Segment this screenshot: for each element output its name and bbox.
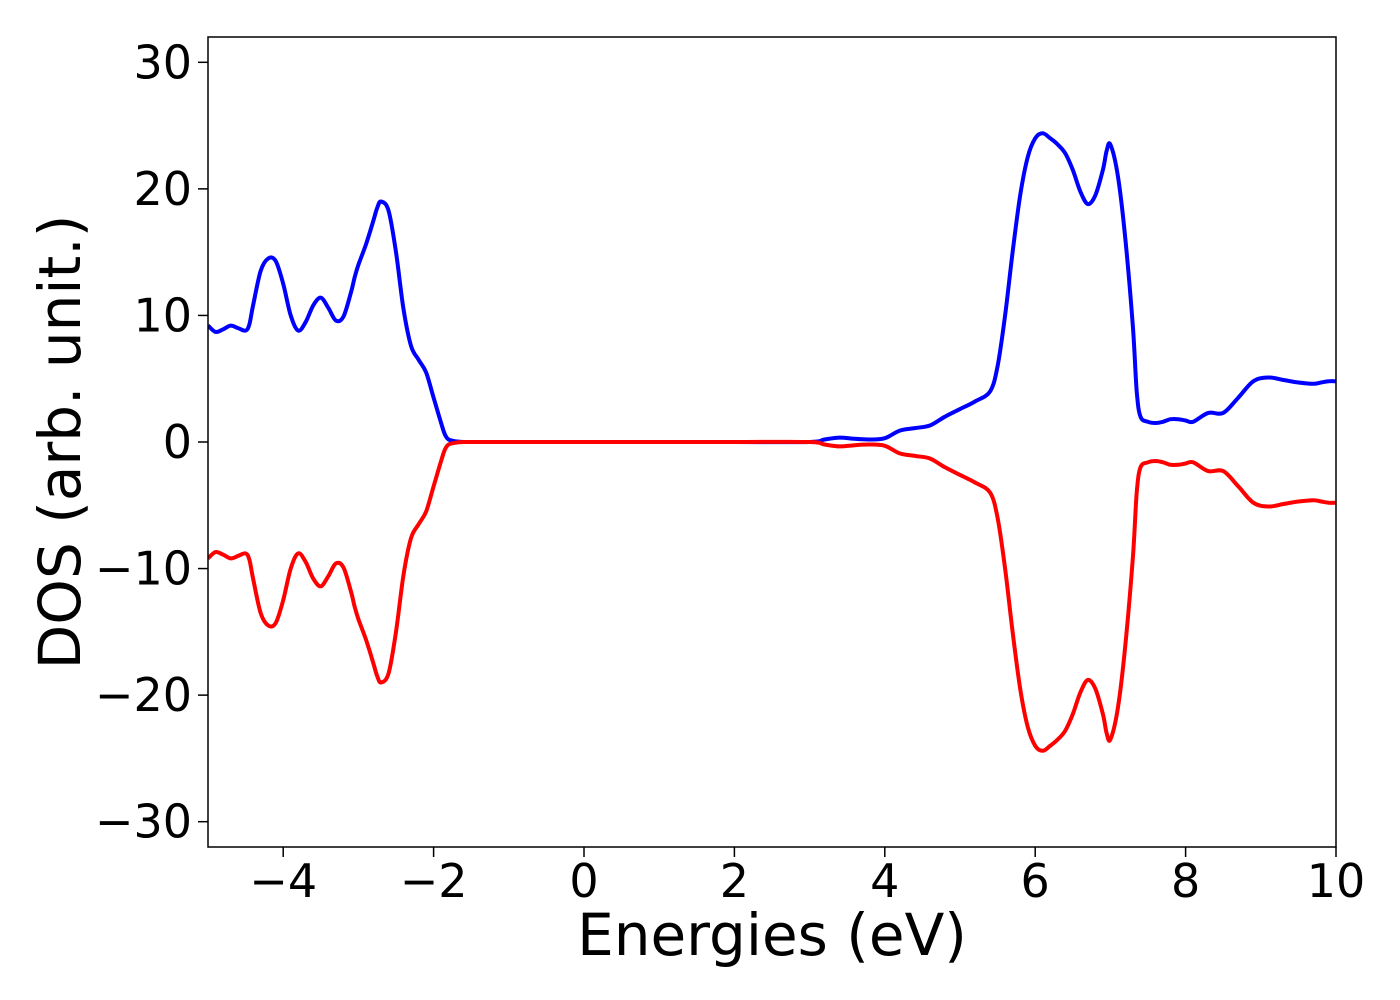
spin-up-dos-line — [208, 131, 1336, 445]
x-tick-label: −2 — [400, 854, 468, 908]
series-layer — [208, 131, 1336, 753]
y-tick-label: 0 — [163, 415, 192, 469]
y-tick-label: −10 — [95, 542, 192, 596]
y-tick-label: 30 — [133, 35, 192, 89]
x-tick-label: 10 — [1307, 854, 1366, 908]
x-tick-label: 6 — [1021, 854, 1050, 908]
y-tick-label: 20 — [133, 162, 192, 216]
y-axis: −30 −20 −10 0 10 20 30 — [95, 35, 208, 849]
spin-down-dos-line — [208, 439, 1336, 753]
x-tick-label: −4 — [249, 854, 317, 908]
x-axis: −4 −2 0 2 4 6 8 10 — [249, 847, 1365, 908]
x-tick-label: 4 — [870, 854, 899, 908]
y-axis-label: DOS (arb. unit.) — [26, 215, 94, 670]
x-tick-label: 8 — [1171, 854, 1200, 908]
y-tick-label: 10 — [133, 288, 192, 342]
x-axis-label: Energies (eV) — [577, 901, 967, 969]
x-tick-label: 0 — [569, 854, 598, 908]
y-tick-label: −30 — [95, 795, 192, 849]
x-tick-label: 2 — [720, 854, 749, 908]
y-tick-label: −20 — [95, 668, 192, 722]
